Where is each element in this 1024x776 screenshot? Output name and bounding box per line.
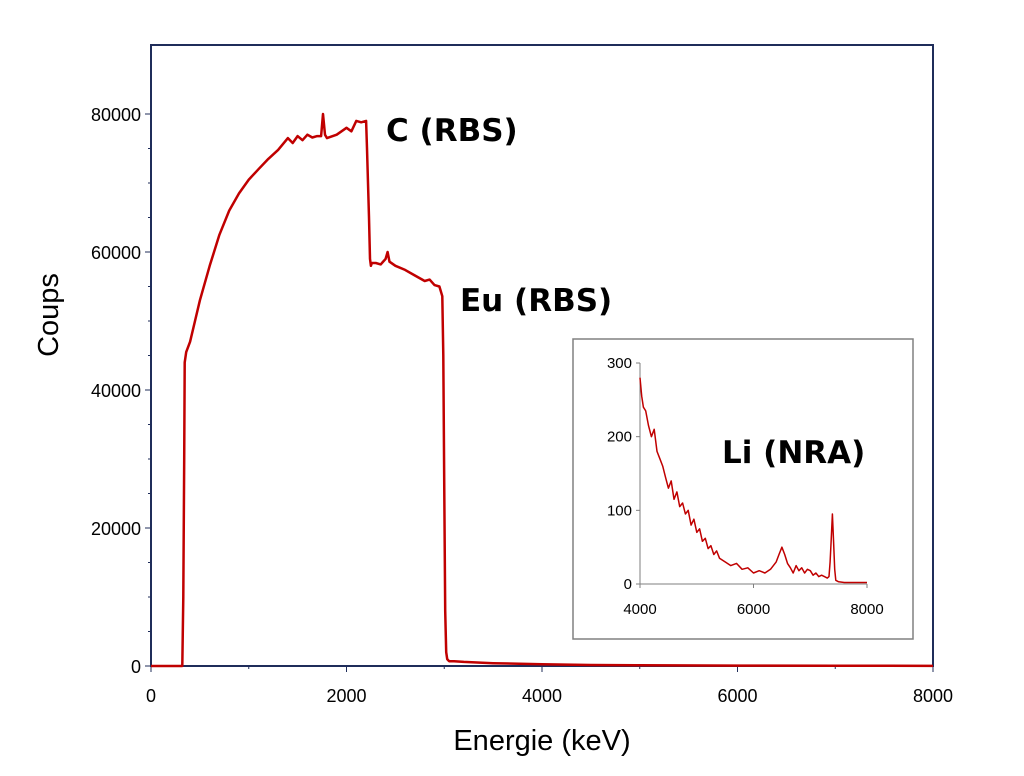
main-y-tick-label: 20000 <box>91 519 141 539</box>
inset-y-tick-label: 200 <box>607 429 632 446</box>
inset-y-tick-label: 300 <box>607 355 632 372</box>
annotation-li-nra: Li (NRA) <box>722 435 865 471</box>
y-axis-title: Coups <box>33 273 65 357</box>
inset-axes: 4000 6000 8000 0 100 200 300 <box>607 355 884 618</box>
x-axis-title: Energie (keV) <box>453 725 630 757</box>
inset-frame <box>572 338 914 640</box>
annotation-eu-rbs: Eu (RBS) <box>460 283 612 319</box>
main-series-line <box>151 112 934 668</box>
main-y-tick-label: 80000 <box>91 105 141 125</box>
main-x-tick-label: 2000 <box>326 686 366 706</box>
inset-x-tick-label: 6000 <box>737 601 770 618</box>
inset-x-tick-label: 8000 <box>850 601 883 618</box>
inset-series-line <box>639 377 867 584</box>
main-y-tick-label: 0 <box>131 657 141 677</box>
main-x-tick-label: 0 <box>146 686 156 706</box>
inset-y-tick-label: 0 <box>624 576 632 593</box>
main-x-tick-label: 6000 <box>717 686 757 706</box>
main-y-tick-label: 40000 <box>91 381 141 401</box>
annotation-c-rbs: C (RBS) <box>386 113 518 149</box>
main-x-tick-label: 8000 <box>913 686 953 706</box>
main-x-tick-label: 4000 <box>522 686 562 706</box>
inset-series <box>639 377 867 584</box>
main-y-tick-label: 60000 <box>91 243 141 263</box>
main-series <box>151 112 934 668</box>
inset-x-tick-label: 4000 <box>623 601 656 618</box>
inset-y-tick-label: 100 <box>607 502 632 519</box>
